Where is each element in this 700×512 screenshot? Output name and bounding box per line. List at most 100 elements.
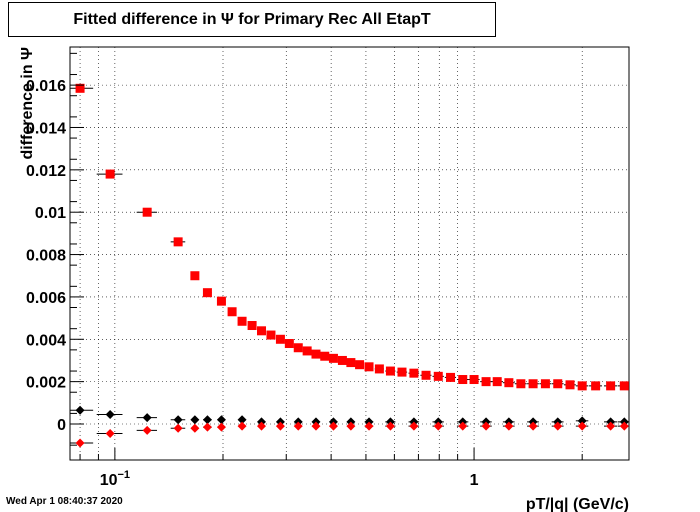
data-point-square xyxy=(247,321,257,331)
data-point-diamond xyxy=(577,421,587,431)
data-point-diamond xyxy=(105,409,115,419)
series-2 xyxy=(70,421,629,448)
data-point-square xyxy=(227,307,237,317)
data-point-square xyxy=(173,237,183,247)
data-series xyxy=(70,83,629,448)
data-point-square xyxy=(302,346,312,356)
y-tick-label: 0.008 xyxy=(26,248,66,265)
data-point-diamond xyxy=(409,421,419,431)
data-point-diamond xyxy=(257,421,267,431)
data-point-diamond xyxy=(173,423,183,433)
data-point-square xyxy=(458,375,468,385)
data-point-square xyxy=(190,271,200,281)
data-point-diamond xyxy=(190,415,200,425)
data-point-square xyxy=(320,351,330,361)
data-point-square xyxy=(540,379,550,389)
data-point-square xyxy=(355,360,365,370)
data-point-diamond xyxy=(237,415,247,425)
data-point-square xyxy=(346,358,356,368)
data-point-diamond xyxy=(216,422,226,432)
data-point-square xyxy=(481,377,491,387)
data-point-square xyxy=(364,362,374,372)
data-point-diamond xyxy=(190,423,200,433)
data-point-square xyxy=(516,379,526,389)
data-point-square xyxy=(565,380,575,390)
data-point-square xyxy=(504,378,514,388)
data-point-square xyxy=(577,381,587,391)
data-point-diamond xyxy=(173,415,183,425)
data-point-square xyxy=(433,371,443,381)
data-point-diamond xyxy=(364,421,374,431)
data-point-square xyxy=(75,83,85,93)
data-point-diamond xyxy=(202,422,212,432)
data-point-diamond xyxy=(504,421,514,431)
data-point-square xyxy=(619,381,629,391)
data-point-square xyxy=(328,353,338,363)
data-point-diamond xyxy=(481,421,491,431)
y-tick-label: 0.006 xyxy=(26,290,66,307)
data-point-square xyxy=(266,330,276,340)
y-tick-label: 0 xyxy=(57,417,66,434)
data-point-diamond xyxy=(311,421,321,431)
data-point-diamond xyxy=(75,438,85,448)
data-point-square xyxy=(202,288,212,298)
y-tick-label: 0.004 xyxy=(26,332,66,349)
y-tick-label: 0.002 xyxy=(26,375,66,392)
data-point-square xyxy=(385,366,395,376)
data-point-square xyxy=(257,326,267,336)
data-point-diamond xyxy=(142,413,152,423)
data-point-square xyxy=(284,339,294,349)
data-point-diamond xyxy=(216,415,226,425)
x-axis-label: pT/|q| (GeV/c) xyxy=(526,496,629,512)
data-point-diamond xyxy=(385,421,395,431)
series-0 xyxy=(70,83,629,391)
data-point-square xyxy=(293,343,303,353)
data-point-square xyxy=(142,207,152,217)
data-point-square xyxy=(421,370,431,380)
data-point-square xyxy=(469,375,479,385)
data-point-diamond xyxy=(105,429,115,439)
axes: 0 0.002 0.004 0.006 0.008 0.01 0.012 0.014 0.016… xyxy=(19,47,629,512)
data-point-square xyxy=(397,367,407,377)
data-point-diamond xyxy=(528,421,538,431)
data-point-square xyxy=(553,379,563,389)
timestamp-label: Wed Apr 1 08:40:37 2020 xyxy=(6,496,123,507)
data-point-square xyxy=(337,355,347,365)
data-point-square xyxy=(275,334,285,344)
y-tick-label: 0.016 xyxy=(26,78,66,95)
data-point-square xyxy=(446,372,456,382)
data-point-diamond xyxy=(237,421,247,431)
data-point-diamond xyxy=(458,421,468,431)
data-point-square xyxy=(311,349,321,359)
data-point-diamond xyxy=(275,421,285,431)
data-point-diamond xyxy=(606,421,616,431)
data-point-diamond xyxy=(142,425,152,435)
data-point-square xyxy=(606,381,616,391)
data-point-diamond xyxy=(75,405,85,415)
data-point-diamond xyxy=(577,416,587,426)
data-point-square xyxy=(409,368,419,378)
data-point-square xyxy=(237,316,247,326)
plot-frame xyxy=(69,46,630,461)
y-tick-label: 0.012 xyxy=(26,163,66,180)
data-point-square xyxy=(216,296,226,306)
data-point-diamond xyxy=(346,421,356,431)
chart-title: Fitted difference in Ψ for Primary Rec A… xyxy=(8,2,496,37)
data-point-diamond xyxy=(293,421,303,431)
grid-lines xyxy=(70,47,629,460)
data-point-diamond xyxy=(619,421,629,431)
data-point-diamond xyxy=(202,415,212,425)
y-tick-label: 0.014 xyxy=(26,120,66,137)
data-point-diamond xyxy=(553,421,563,431)
data-point-square xyxy=(591,381,601,391)
x-tick-label: 1 xyxy=(470,472,479,489)
data-point-square xyxy=(528,379,538,389)
x-tick-label: 10−1 xyxy=(100,469,130,489)
data-point-square xyxy=(374,364,384,374)
data-point-diamond xyxy=(433,421,443,431)
data-point-diamond xyxy=(328,421,338,431)
y-tick-label: 0.01 xyxy=(35,205,66,222)
data-point-square xyxy=(105,169,115,179)
y-axis-label: difference in Ψ xyxy=(19,47,36,160)
